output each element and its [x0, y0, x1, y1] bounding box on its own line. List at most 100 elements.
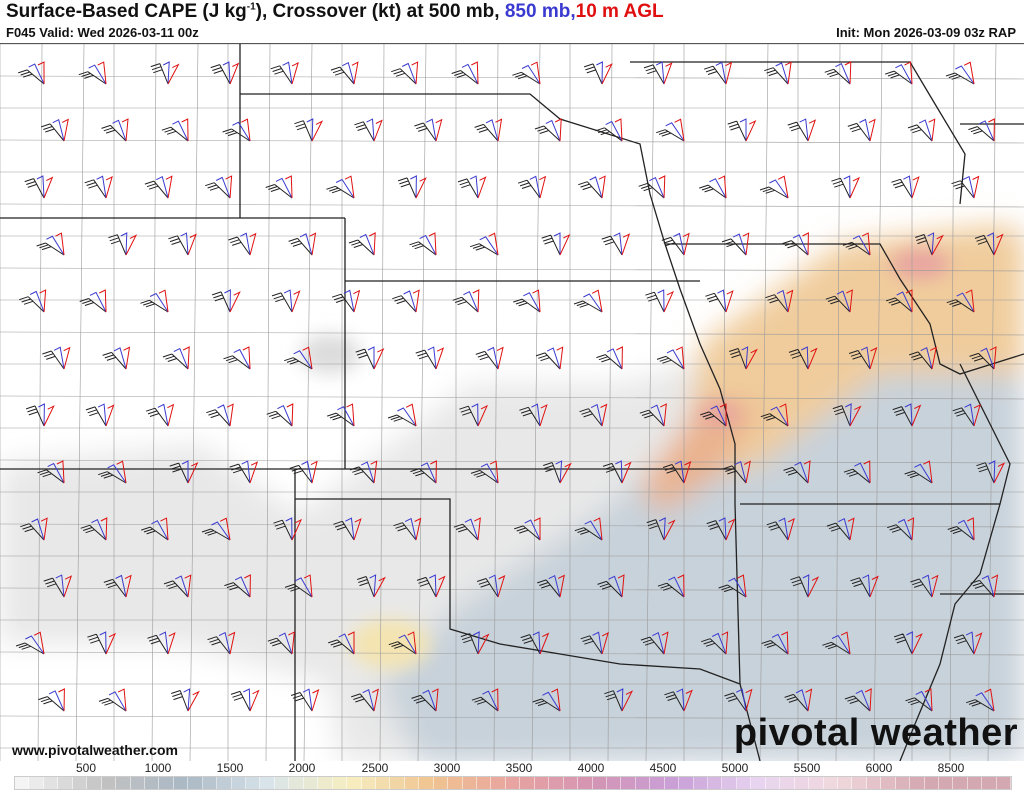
wind-barb-stroke: [410, 468, 437, 484]
wind-barb-stroke: [674, 460, 685, 484]
wind-barb-stroke: [674, 118, 685, 142]
wind-barb-stroke: [973, 403, 981, 427]
wind-barb: [532, 688, 561, 712]
wind-barb-stroke: [428, 232, 437, 256]
website-url[interactable]: www.pivotalweather.com: [12, 742, 178, 758]
wind-barb-stroke: [43, 176, 54, 199]
wind-barb: [78, 61, 107, 85]
wind-barb-stroke: [311, 120, 324, 142]
wind-barb-stroke: [435, 347, 445, 370]
wind-barb: [512, 61, 541, 85]
colorbar-label: 3500: [505, 761, 533, 775]
wind-barb-stroke: [657, 582, 685, 598]
wind-barb: [101, 118, 129, 142]
wind-barb: [656, 346, 685, 370]
wind-barb-stroke: [893, 633, 913, 655]
wind-barb-stroke: [993, 233, 1004, 256]
county-line: [0, 139, 1024, 144]
wind-barb-stroke: [249, 689, 260, 712]
wind-barb-stroke: [904, 403, 913, 427]
wind-barb-stroke: [621, 690, 634, 712]
wind-barb-stroke: [464, 518, 479, 541]
wind-barb: [392, 289, 420, 313]
wind-barb: [760, 403, 789, 427]
wind-barb-stroke: [514, 525, 541, 541]
wind-barb-stroke: [225, 175, 233, 199]
wind-barb: [664, 688, 693, 712]
colorbar-swatch: [679, 777, 694, 789]
wind-barb: [147, 631, 176, 655]
wind-barb: [520, 631, 550, 655]
wind-barb-stroke: [159, 631, 169, 655]
colorbar-swatch: [520, 777, 535, 789]
wind-barb-stroke: [267, 637, 293, 655]
wind-barb-stroke: [338, 633, 355, 655]
wind-barb: [968, 118, 995, 142]
wind-barb-stroke: [36, 242, 65, 256]
wind-barb-stroke: [831, 177, 851, 199]
wind-barb-stroke: [370, 460, 378, 484]
wind-barb-stroke: [915, 234, 933, 256]
wind-barb-stroke: [344, 175, 355, 199]
wind-barb: [98, 688, 127, 712]
county-line: [303, 44, 313, 761]
wind-barb-stroke: [335, 178, 355, 199]
wind-barb-stroke: [542, 691, 561, 712]
wind-barb-stroke: [807, 576, 820, 598]
wind-barb-stroke: [43, 577, 65, 598]
wind-barb-stroke: [850, 577, 871, 598]
wind-barb-stroke: [162, 61, 170, 85]
wind-barb-stroke: [487, 346, 499, 370]
wind-barb-stroke: [745, 120, 757, 142]
wind-barb: [161, 118, 189, 142]
wind-barb-stroke: [787, 121, 809, 142]
wind-barb-stroke: [580, 635, 603, 655]
wind-barb-stroke: [183, 688, 191, 712]
wind-barb-stroke: [477, 176, 487, 199]
county-line: [607, 44, 613, 761]
colorbar-swatch: [751, 777, 766, 789]
wind-barb-stroke: [904, 61, 913, 85]
wind-barb-stroke: [745, 688, 753, 712]
wind-barb-stroke: [592, 631, 603, 655]
wind-barb-stroke: [601, 235, 623, 256]
wind-barb-stroke: [38, 403, 45, 427]
wind-barb-stroke: [591, 289, 603, 313]
wind-barb-stroke: [453, 523, 479, 541]
wind-barb: [947, 517, 975, 541]
wind-barb-stroke: [718, 517, 727, 541]
wind-barb: [721, 232, 750, 256]
colorbar-swatch: [101, 777, 117, 789]
wind-barb: [656, 118, 685, 142]
wind-barb: [80, 517, 108, 541]
colorbar-label: 1500: [216, 761, 244, 775]
wind-barb-stroke: [656, 129, 685, 142]
wind-barb-stroke: [244, 574, 251, 598]
wind-barb-stroke: [802, 574, 810, 598]
wind-barb-stroke: [532, 289, 541, 313]
wind-barb-stroke: [80, 524, 107, 541]
wind-barb: [766, 517, 795, 541]
wind-barb-stroke: [79, 298, 107, 313]
weather-map[interactable]: [0, 43, 1024, 761]
wind-barb-stroke: [471, 696, 499, 712]
colorbar-swatch: [202, 777, 218, 789]
wind-barb-stroke: [476, 578, 499, 598]
wind-barb-stroke: [885, 70, 913, 85]
wind-barb: [163, 574, 192, 598]
wind-barb-stroke: [116, 460, 127, 484]
wind-barb-stroke: [657, 289, 665, 313]
wind-barb-stroke: [273, 519, 293, 541]
wind-barb-stroke: [398, 634, 417, 655]
wind-barb-stroke: [601, 631, 609, 655]
wind-barb-stroke: [278, 632, 293, 655]
wind-barb: [267, 631, 295, 655]
wind-barb-stroke: [891, 178, 913, 199]
wind-barb-stroke: [470, 469, 499, 484]
wind-barb: [597, 574, 625, 598]
colorbar-swatch: [606, 777, 622, 789]
wind-barb: [387, 403, 417, 427]
wind-barb-stroke: [19, 296, 45, 313]
wind-barb-stroke: [869, 575, 879, 598]
wind-barb-stroke: [469, 175, 479, 199]
